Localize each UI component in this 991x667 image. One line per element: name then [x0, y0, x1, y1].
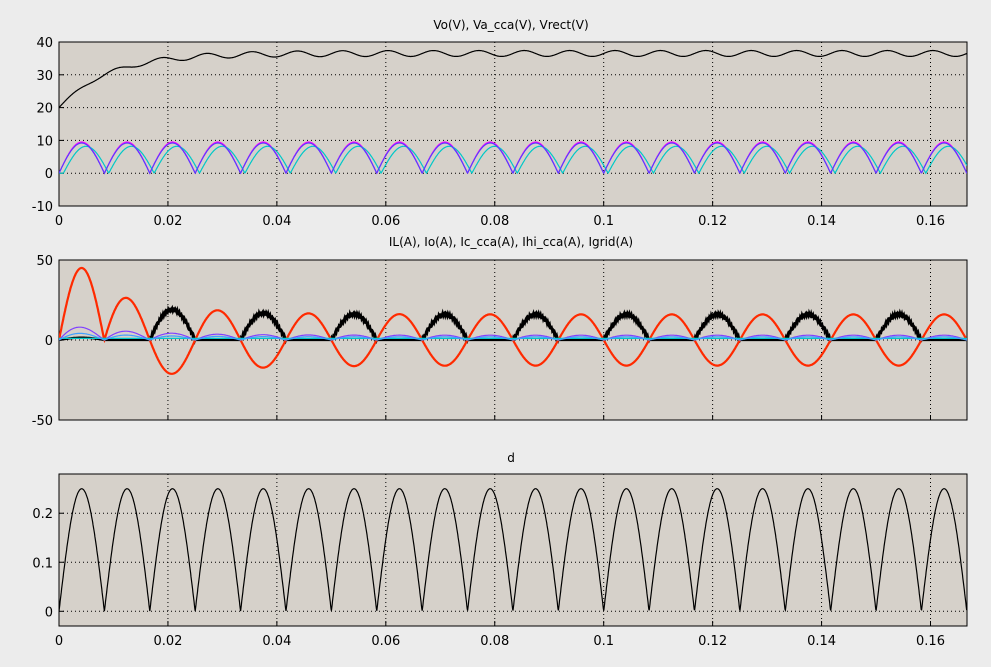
panel-duty-cycle: 0 0.02 0.04 0.06 0.08 0.1 0.12 0.14 0.16 0 0.1 0.2 [32, 473, 968, 649]
panel-currents: -50 0 50 [32, 254, 968, 429]
panel-voltages: 0 0.02 0.04 0.06 0.08 0.1 0.12 0.14 0.16-1001020… [32, 36, 968, 229]
series-line-5 [59, 332, 967, 341]
y-tick-label: 20 [36, 102, 53, 117]
x-tick-label: 0.08 [480, 634, 509, 649]
panel-1-title: Vo(V), Va_cca(V), Vrect(V) [433, 18, 588, 32]
series-group [59, 488, 967, 613]
x-tick-label: 0.16 [916, 634, 945, 649]
plot-area-3 [58, 473, 968, 627]
y-tick-label: 0 [45, 605, 53, 620]
x-tick-label: 0.04 [262, 634, 291, 649]
series-line-1 [59, 488, 967, 613]
y-tick-label: 0 [45, 334, 53, 349]
plot-area-1 [58, 41, 968, 207]
x-tick-label: 0 [55, 214, 63, 229]
y-tick-label: -10 [32, 200, 53, 215]
series-line-4 [59, 142, 967, 175]
panel-3-title: d [507, 451, 515, 465]
x-tick-label: 0.12 [698, 214, 727, 229]
x-tick-label: 0.02 [153, 634, 182, 649]
y-tick-label: 50 [36, 254, 53, 269]
x-tick-label: 0.02 [153, 214, 182, 229]
x-tick-label: 0.06 [371, 634, 400, 649]
series-line-1 [59, 49, 967, 109]
y-tick-label: 0 [45, 167, 53, 182]
x-tick-label: 0.14 [807, 214, 836, 229]
y-tick-label: 10 [36, 134, 53, 149]
x-tick-label: 0.04 [262, 214, 291, 229]
x-tick-label: 0.08 [480, 214, 509, 229]
panel-2-title: IL(A), Io(A), Ic_cca(A), Ihi_cca(A), Igr… [389, 235, 633, 249]
y-tick-label: 0.2 [32, 507, 53, 522]
series-group [59, 266, 967, 375]
y-tick-label: 0.1 [32, 556, 53, 571]
x-tick-label: 0.1 [593, 634, 614, 649]
y-tick-label: 40 [36, 36, 53, 51]
x-tick-label: 0.1 [593, 214, 614, 229]
x-tick-label: 0.06 [371, 214, 400, 229]
x-tick-label: 0 [55, 634, 63, 649]
y-tick-label: 30 [36, 69, 53, 84]
series-group [59, 49, 967, 175]
x-tick-label: 0.12 [698, 634, 727, 649]
x-tick-label: 0.14 [807, 634, 836, 649]
y-tick-label: -50 [32, 414, 53, 429]
x-tick-label: 0.16 [916, 214, 945, 229]
